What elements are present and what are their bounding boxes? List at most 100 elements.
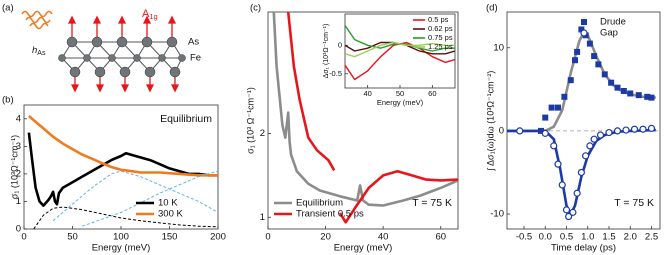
mode-symbol: A — [142, 8, 150, 20]
data-point — [608, 79, 615, 86]
light-pulse — [21, 10, 53, 30]
legend-label: Equilibrium — [296, 198, 343, 209]
data-point — [541, 129, 549, 137]
x-tick-label: 1.5 — [602, 232, 615, 243]
mode-subscript: 1g — [149, 12, 157, 21]
y-tick-label: -10 — [490, 209, 504, 220]
data-point — [591, 53, 598, 60]
y-tick-label: 0 — [16, 224, 21, 235]
series-line — [52, 170, 218, 222]
y-tick-label: -0.5 — [329, 69, 342, 78]
atom-label: Fe — [190, 53, 201, 64]
data-point — [586, 40, 593, 47]
data-point — [605, 128, 613, 137]
panel-label: (c) — [250, 3, 261, 14]
x-axis-label: Time delay (ps) — [551, 243, 616, 254]
x-tick-label: 60 — [428, 89, 436, 98]
x-tick-label: 50 — [67, 232, 78, 243]
y-tick-label: 10 — [493, 42, 504, 53]
series-line — [28, 115, 218, 177]
mode-label: A1g — [142, 8, 158, 21]
plot-area — [272, 12, 458, 224]
plot-area — [345, 25, 455, 81]
series-line — [272, 12, 458, 207]
data-point — [561, 93, 568, 100]
y-tick-label: 0 — [338, 40, 342, 49]
data-point — [581, 19, 587, 25]
chart-panel: 40 50 60 -0.5 0 Energy (meV) Δσ₁ (10³Ω⁻¹cm⁻¹) 0… — [323, 13, 456, 107]
data-point — [648, 94, 655, 101]
data-point — [647, 124, 656, 132]
x-tick-label: 40 — [378, 232, 389, 243]
y-tick-label: 0 — [499, 125, 504, 136]
data-point — [586, 142, 594, 150]
data-point — [630, 125, 639, 133]
x-tick-label: 40 — [363, 89, 371, 98]
y-axis-label: σ₁ (10³ Ω⁻¹cm⁻¹) — [245, 87, 255, 154]
plot-frame — [344, 13, 456, 89]
height-symbol: h — [32, 45, 37, 56]
x-tick-label: 0 — [265, 232, 270, 243]
series-line — [82, 170, 218, 227]
lattice-diagram: hAs A1g As Fe — [21, 8, 201, 93]
data-point — [550, 142, 558, 150]
mode-arrows — [67, 15, 180, 93]
y-tick-label: 1 — [16, 196, 21, 207]
data-point — [542, 114, 549, 121]
y-tick-label: 2 — [260, 128, 265, 139]
data-point — [538, 127, 544, 134]
annotation: Equilibrium — [160, 113, 212, 125]
x-tick-label: 20 — [320, 232, 331, 243]
x-tick-label: 1.0 — [581, 232, 594, 243]
data-point — [601, 71, 608, 78]
x-tick-label: 0.5 — [560, 232, 573, 243]
data-point — [622, 126, 630, 134]
series-line — [286, 12, 458, 224]
annotation: T = 75 K — [412, 197, 452, 209]
x-tick-label: 100 — [113, 232, 129, 243]
data-point — [558, 181, 566, 189]
data-point — [596, 131, 605, 139]
data-point — [595, 61, 602, 68]
data-point — [639, 125, 647, 133]
height-label: hAs — [32, 45, 46, 57]
legend-label: 10 K — [158, 198, 178, 209]
panel-label: (b) — [2, 95, 14, 106]
y-tick-label: 4 — [16, 113, 21, 124]
y-tick-label: 1 — [260, 212, 265, 223]
data-point — [577, 168, 585, 177]
x-tick-label: 2.0 — [624, 232, 637, 243]
x-tick-label: 150 — [162, 232, 178, 243]
atom-label: As — [188, 37, 199, 48]
legend-label: 1.25 ps — [428, 42, 453, 51]
legend-label: 0.62 ps — [428, 24, 453, 33]
legend-label: Gap — [600, 28, 618, 39]
x-axis-label: Energy (meV) — [334, 243, 393, 254]
x-tick-label: 0 — [21, 232, 26, 243]
data-point — [578, 26, 585, 33]
y-axis-label: Δσ₁ (10³Ω⁻¹cm⁻¹) — [323, 24, 330, 79]
data-point — [555, 104, 561, 111]
data-point — [644, 93, 651, 100]
data-point — [627, 90, 634, 97]
legend-label: 300 K — [158, 209, 183, 220]
x-tick-label: 200 — [210, 232, 226, 243]
chart-panel: -0.5 0.0 0.5 1.0 1.5 2.0 2.5 -10 0 10 Time delay (… — [485, 11, 661, 254]
height-subscript: As — [37, 50, 46, 57]
data-point — [635, 92, 642, 99]
data-point — [614, 84, 621, 91]
chart-panel: 0 50 100 150 200 0 1 2 3 4 Energy (meV) σ₁ (10³Ω⁻¹c… — [9, 104, 226, 254]
data-point — [516, 127, 524, 135]
data-point — [567, 77, 574, 84]
legend-label: Drude — [600, 17, 626, 28]
x-tick-label: 50 — [396, 89, 404, 98]
data-point — [574, 48, 581, 55]
y-axis-label: ∫ Δσ₁(ω)dω (10³Ω⁻¹cm⁻²) — [485, 71, 495, 172]
data-point — [562, 206, 571, 214]
panel-label: (a) — [2, 3, 14, 14]
data-point — [590, 135, 598, 143]
plot-frame — [506, 11, 661, 230]
data-point — [582, 152, 590, 160]
x-tick-label: 0.0 — [539, 232, 552, 243]
